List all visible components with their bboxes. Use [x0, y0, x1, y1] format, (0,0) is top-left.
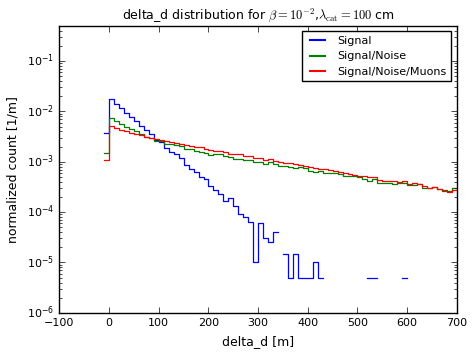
Signal: [315, 260, 320, 264]
Signal/Noise: [454, 186, 460, 190]
Signal/Noise: [275, 164, 281, 168]
Legend: Signal, Signal/Noise, Signal/Noise/Muons: Signal, Signal/Noise, Signal/Noise/Muons: [302, 32, 451, 81]
Signal: [136, 124, 142, 128]
Signal/Noise/Muons: [315, 165, 320, 170]
Title: delta_d distribution for $\beta=10^{-2}$,$\lambda_{\mathrm{cat}}=100$ cm: delta_d distribution for $\beta=10^{-2}$…: [122, 7, 394, 24]
Signal/Noise/Muons: [380, 179, 385, 183]
Line: Signal/Noise/Muons: Signal/Noise/Muons: [104, 126, 457, 192]
Signal/Noise: [434, 185, 440, 189]
Signal/Noise/Muons: [171, 140, 176, 144]
Signal/Noise/Muons: [136, 133, 142, 137]
Signal/Noise/Muons: [454, 188, 460, 192]
Signal/Noise: [380, 181, 385, 185]
Line: Signal/Noise: Signal/Noise: [104, 118, 457, 191]
Signal/Noise: [136, 132, 142, 136]
Signal/Noise: [171, 142, 176, 147]
Signal/Noise/Muons: [434, 185, 440, 189]
Y-axis label: normalized count [1/m]: normalized count [1/m]: [7, 96, 19, 243]
Line: Signal: Signal: [104, 99, 407, 278]
Signal: [171, 149, 176, 154]
Signal/Noise/Muons: [275, 160, 281, 164]
Signal/Noise: [315, 170, 320, 174]
X-axis label: delta_d [m]: delta_d [m]: [222, 335, 294, 348]
